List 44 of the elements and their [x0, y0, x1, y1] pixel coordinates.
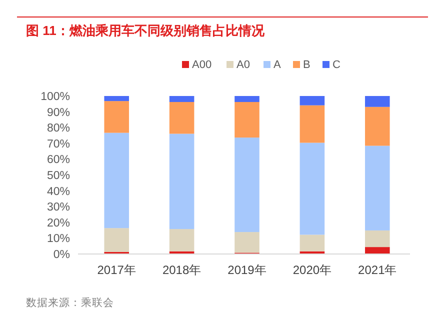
source-note: 数据来源：乘联会 [26, 296, 114, 309]
bar [365, 146, 390, 230]
y-tick-label: 10% [46, 233, 70, 246]
x-tick-label: 2019年 [228, 263, 266, 277]
bar [169, 102, 194, 134]
x-tick-label: 2021年 [358, 263, 397, 277]
bar [234, 102, 260, 138]
bar [169, 96, 194, 102]
y-tick-label: 100% [40, 91, 70, 103]
x-tick-label: 2020年 [292, 263, 332, 277]
bar [104, 132, 129, 228]
legend-label: C [332, 59, 340, 71]
bar [104, 228, 129, 252]
bar [104, 101, 129, 133]
y-tick-label: 30% [46, 202, 70, 214]
x-tick-label: 2017年 [97, 263, 136, 277]
legend-label: A [274, 59, 282, 71]
y-tick-label: 50% [46, 170, 70, 182]
bar [365, 96, 390, 107]
bar [300, 234, 325, 252]
bar [365, 106, 390, 146]
y-tick-label: 60% [46, 154, 70, 166]
bar [234, 96, 260, 102]
bar [169, 229, 194, 252]
bar [104, 96, 129, 102]
bar [365, 247, 390, 254]
legend-label: A0 [236, 59, 250, 71]
bar [300, 142, 325, 235]
bar [365, 230, 390, 248]
y-tick-label: 40% [46, 186, 70, 198]
y-tick-label: 0% [53, 249, 70, 261]
y-tick-label: 20% [46, 217, 70, 230]
x-tick-label: 2018年 [162, 263, 202, 277]
bar [300, 105, 325, 143]
chart-title: 图 11：燃油乘用车不同级别销售占比情况 [26, 23, 266, 38]
bar [169, 134, 194, 230]
y-tick-label: 90% [46, 106, 70, 119]
bar [234, 232, 260, 253]
bar [300, 96, 325, 106]
bar [234, 138, 260, 232]
y-tick-label: 80% [46, 122, 70, 135]
y-tick-label: 70% [46, 138, 70, 150]
legend-label: B [303, 59, 310, 71]
legend-label: A00 [192, 59, 212, 71]
